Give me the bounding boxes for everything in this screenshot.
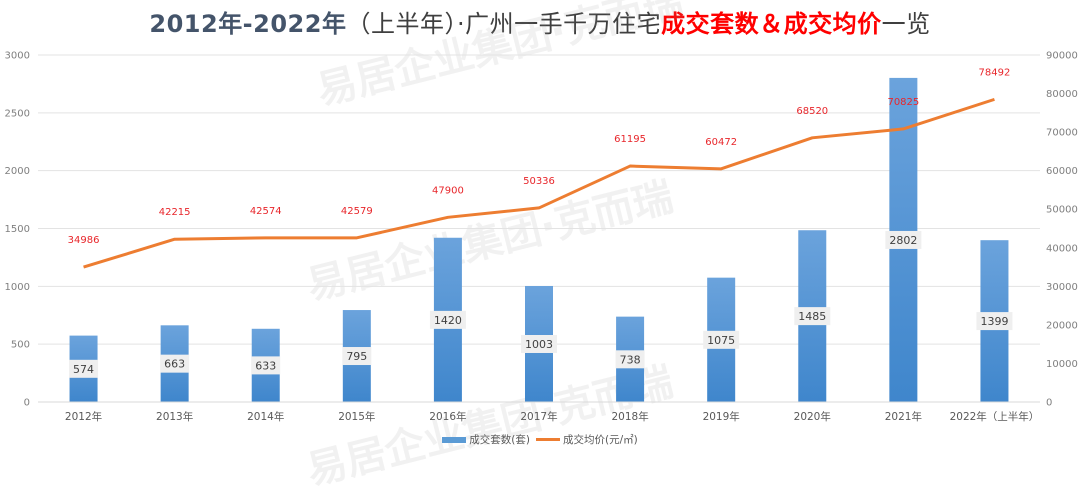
bar-label-box	[703, 330, 740, 349]
line-value-label: 60472	[705, 137, 737, 148]
line-value-label: 42579	[341, 206, 373, 217]
legend-item-count[interactable]: 成交套数(套)	[442, 432, 530, 447]
right-tick-label: 60000	[1046, 166, 1078, 177]
right-tick-label: 10000	[1046, 359, 1078, 370]
title-suffix: 一览	[881, 10, 931, 38]
right-tick-label: 80000	[1046, 89, 1078, 100]
bar-value-label: 1485	[798, 310, 826, 323]
left-tick-label: 500	[11, 340, 30, 351]
x-tick-label: 2019年	[703, 410, 740, 423]
chart-title: 2012年-2022年（上半年）·广州一手千万住宅成交套数＆成交均价一览	[0, 4, 1080, 39]
bar-value-label: 1399	[980, 315, 1008, 328]
bar-label-box	[429, 310, 466, 329]
bar-value-label: 663	[164, 358, 185, 371]
x-tick-label: 2020年	[794, 410, 831, 423]
x-tick-label: 2012年	[65, 410, 102, 423]
line-value-label: 61195	[614, 134, 646, 145]
line-value-label: 70825	[887, 97, 919, 108]
left-tick-label: 1000	[5, 282, 30, 293]
bar-label-box	[160, 354, 190, 373]
chart-svg: 0 500 1000 1500 2000 2500 3000 0 10000 20000 3000…	[5, 51, 1078, 424]
right-tick-label: 30000	[1046, 282, 1078, 293]
bar-value-label: 738	[620, 353, 641, 366]
bar-label-box	[69, 359, 99, 378]
line-value-label: 42215	[159, 207, 191, 218]
price-line[interactable]	[83, 97, 995, 269]
right-tick-label: 0	[1046, 398, 1052, 409]
legend-label-price: 成交均价(元/㎡)	[562, 434, 638, 446]
x-tick-label: 2014年	[247, 410, 284, 423]
left-tick-label: 0	[24, 398, 30, 409]
line-value-label: 50336	[523, 176, 555, 187]
bar-value-label: 574	[73, 363, 94, 376]
right-tick-label: 20000	[1046, 320, 1078, 331]
x-axis: 2012年 2013年 2014年 2015年 2016年 2017年 2018年 2019年…	[38, 401, 1040, 423]
line-value-label: 34986	[68, 235, 100, 246]
legend-item-price[interactable]: 成交均价(元/㎡)	[535, 432, 638, 447]
left-tick-label: 2500	[5, 108, 30, 119]
bar-value-label: 633	[255, 359, 276, 372]
left-tick-label: 2000	[5, 166, 30, 177]
x-tick-label: 2021年	[885, 410, 922, 423]
bar-value-label: 1420	[434, 314, 462, 327]
bar-value-label: 1003	[525, 338, 553, 351]
x-tick-label: 2016年	[429, 410, 466, 423]
x-tick-label: 2017年	[520, 410, 557, 423]
bar-series: 574 663 633 795 1420 1003 738 1075 1485 2802 1399	[69, 77, 1013, 402]
legend-label-count: 成交套数(套)	[469, 434, 530, 446]
left-axis: 0 500 1000 1500 2000 2500 3000	[5, 51, 30, 409]
line-value-label: 78492	[979, 67, 1011, 78]
title-years: 2012年-2022年	[149, 10, 347, 38]
bar-label-box	[976, 312, 1013, 331]
line-swatch-icon	[535, 438, 560, 441]
bar-label-box	[615, 350, 645, 369]
x-tick-label: 2013年	[156, 410, 193, 423]
bar-label-box	[342, 347, 372, 366]
line-value-label: 47900	[432, 185, 464, 196]
line-value-label: 68520	[796, 106, 828, 117]
bar-value-label: 2802	[889, 234, 917, 247]
bar-label-box	[251, 356, 281, 375]
legend: 成交套数(套) 成交均价(元/㎡)	[0, 432, 1080, 447]
right-axis: 0 10000 20000 30000 40000 50000 60000 70000 8000…	[1046, 51, 1078, 409]
left-tick-label: 3000	[5, 51, 30, 62]
x-tick-label: 2022年（上半年）	[950, 410, 1040, 423]
right-tick-label: 50000	[1046, 205, 1078, 216]
right-tick-label: 70000	[1046, 128, 1078, 139]
bar-value-label: 795	[346, 350, 367, 363]
title-subject: （上半年）·广州一手千万住宅	[346, 10, 662, 38]
line-value-label: 42574	[250, 206, 282, 217]
bar-label-box	[521, 334, 557, 353]
bar-value-label: 1075	[707, 334, 735, 347]
bar-label-box	[794, 307, 831, 326]
right-tick-label: 40000	[1046, 243, 1078, 254]
x-tick-label: 2015年	[338, 410, 375, 423]
right-tick-label: 90000	[1046, 51, 1078, 62]
title-highlight: 成交套数＆成交均价	[661, 10, 882, 38]
line-series: 34986 42215 42574 42579 47900 50336 61195 60472…	[68, 67, 1011, 269]
bar-swatch-icon	[442, 436, 467, 443]
left-tick-label: 1500	[5, 224, 30, 235]
x-tick-label: 2018年	[611, 410, 648, 423]
bar-label-box	[885, 230, 922, 249]
